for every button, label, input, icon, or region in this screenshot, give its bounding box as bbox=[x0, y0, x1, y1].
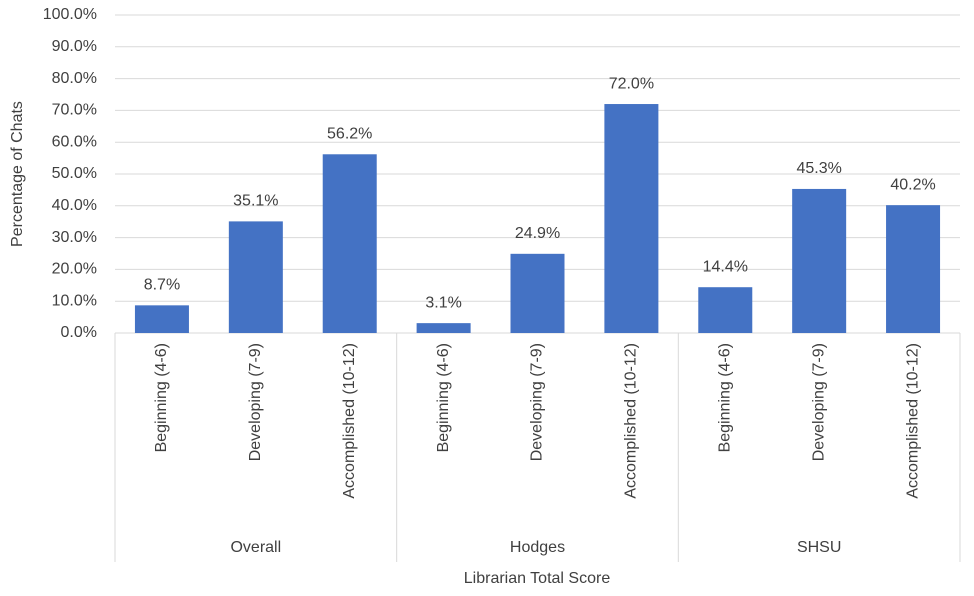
y-tick-label: 20.0% bbox=[52, 261, 97, 278]
x-tick-label: Beginning (4-6) bbox=[153, 343, 170, 452]
bar bbox=[886, 205, 941, 333]
x-tick-label: Beginning (4-6) bbox=[435, 343, 452, 452]
x-tick-label: Developing (7-9) bbox=[810, 343, 827, 461]
x-tick-label: Developing (7-9) bbox=[247, 343, 264, 461]
y-tick-label: 40.0% bbox=[52, 197, 97, 214]
group-label: Hodges bbox=[510, 539, 565, 556]
value-label: 14.4% bbox=[703, 258, 748, 275]
value-label: 24.9% bbox=[515, 225, 560, 242]
y-axis-title: Percentage of Chats bbox=[9, 101, 26, 247]
y-tick-label: 10.0% bbox=[52, 292, 97, 309]
y-tick-label: 80.0% bbox=[52, 70, 97, 87]
x-axis-title: Librarian Total Score bbox=[464, 570, 611, 587]
value-label: 45.3% bbox=[796, 160, 841, 177]
bar bbox=[792, 188, 847, 333]
x-tick-label: Beginning (4-6) bbox=[716, 343, 733, 452]
bar bbox=[510, 253, 565, 333]
bar bbox=[698, 287, 753, 333]
bar bbox=[228, 221, 283, 333]
bar bbox=[416, 323, 471, 333]
y-tick-label: 90.0% bbox=[52, 38, 97, 55]
y-tick-label: 60.0% bbox=[52, 133, 97, 150]
group-label: Overall bbox=[230, 539, 281, 556]
value-label: 56.2% bbox=[327, 126, 372, 143]
value-label: 3.1% bbox=[425, 294, 461, 311]
value-label: 8.7% bbox=[144, 277, 180, 294]
value-label: 35.1% bbox=[233, 193, 278, 210]
y-tick-label: 100.0% bbox=[43, 6, 97, 23]
y-tick-label: 70.0% bbox=[52, 102, 97, 119]
bar bbox=[134, 305, 189, 333]
x-tick-label: Accomplished (10-12) bbox=[623, 343, 640, 499]
x-tick-label: Developing (7-9) bbox=[529, 343, 546, 461]
y-tick-label: 50.0% bbox=[52, 165, 97, 182]
y-tick-label: 0.0% bbox=[61, 324, 97, 341]
x-tick-label: Accomplished (10-12) bbox=[341, 343, 358, 499]
bar bbox=[604, 104, 659, 333]
value-label: 72.0% bbox=[609, 75, 654, 92]
y-tick-label: 30.0% bbox=[52, 229, 97, 246]
value-label: 40.2% bbox=[890, 176, 935, 193]
group-label: SHSU bbox=[797, 539, 841, 556]
bar bbox=[322, 154, 377, 333]
x-tick-label: Accomplished (10-12) bbox=[904, 343, 921, 499]
